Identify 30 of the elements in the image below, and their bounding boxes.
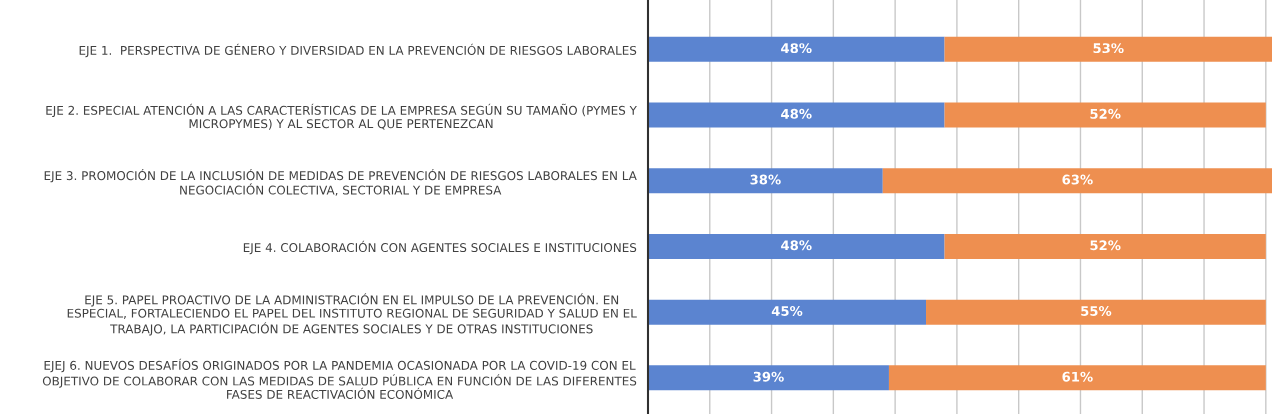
data-label: 63% <box>1062 174 1093 185</box>
data-label: 45% <box>771 305 803 316</box>
bar <box>944 102 1266 128</box>
data-label: 48% <box>781 108 812 119</box>
y-tick-label: EJE 3. PROMOCIÓN DE LA INCLUSIÓN DE MEDIDAS DE PREVENCIÓN DE RIESGOS LABORALES EN LA NEGOCIACIÓN COLECTIVA, SECTORIAL Y DE EMPRESA <box>44 168 637 196</box>
bar <box>648 102 945 128</box>
data-label: 48% <box>781 43 812 54</box>
bar <box>648 299 927 325</box>
bar <box>926 299 1266 325</box>
y-tick-label: EJE 2. ESPECIAL ATENCIÓN A LAS CARACTERÍSTICAS DE LA EMPRESA SEGÚN SU TAMAÑO (PYMES Y MICROPYMES) Y AL SECTOR AL QUE PERTENEZCAN <box>46 103 637 130</box>
data-label: 53% <box>1093 43 1124 54</box>
data-label: 55% <box>1081 305 1112 316</box>
data-label: 48% <box>781 240 812 251</box>
bar <box>888 365 1266 391</box>
bar <box>648 36 945 62</box>
data-label: 52% <box>1090 108 1121 119</box>
y-tick-label: EJEJ 6. NUEVOS DESAFÍOS ORIGINADOS POR LA PANDEMIA OCASIONADA POR LA COVID-19 CON EL OBJETIVO DE COLABORAR CON LAS MEDIDAS DE SALUD PÚBLICA EN FUNCIÓN DE LAS DIFERENTES FASES DE REACTIVACIÓN ECONÓMICA <box>42 358 637 399</box>
data-label: 38% <box>750 174 781 185</box>
bar <box>944 233 1266 259</box>
data-label: 39% <box>753 371 784 382</box>
data-label: 52% <box>1090 240 1121 251</box>
y-tick-label: EJE 1. PERSPECTIVA DE GÉNERO Y DIVERSIDAD EN LA PREVENCIÓN DE RIESGOS LABORALES <box>79 43 637 58</box>
bar <box>648 365 889 391</box>
bar <box>882 168 1272 194</box>
y-tick-label: EJE 4. COLABORACIÓN CON AGENTES SOCIALES E INSTITUCIONES <box>243 240 637 255</box>
y-tick-label: EJE 5. PAPEL PROACTIVO DE LA ADMINISTRACIÓN EN EL IMPULSO DE LA PREVENCIÓN. EN ESPECIAL, FORTALECIENDO EL PAPEL DEL INSTITUTO REGIONAL DE SEGURIDAD Y SALUD EN EL TRABAJO, LA PARTICIPACIÓN DE AGENTES SOCIALES Y DE OTRAS INSTITUCIONES <box>67 293 637 336</box>
bar <box>648 168 883 194</box>
bar <box>944 36 1272 62</box>
bar <box>648 233 945 259</box>
data-label: 61% <box>1062 371 1093 382</box>
